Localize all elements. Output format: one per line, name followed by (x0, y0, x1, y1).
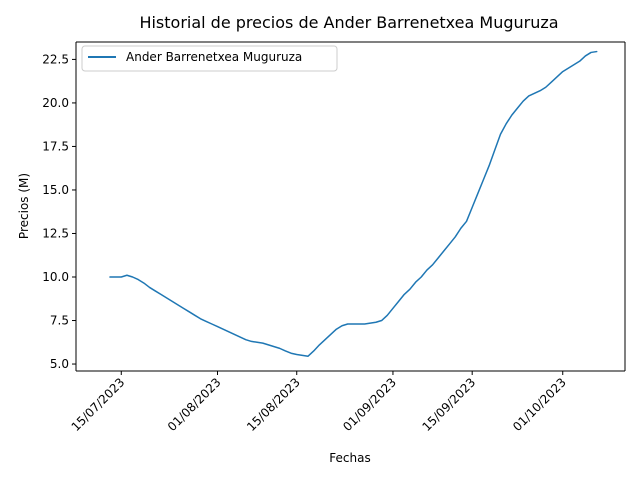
y-axis-ticks: 5.0 7.5 10.0 12.5 15.0 17.5 20.0 22.5 (42, 52, 76, 371)
y-tick-label: 17.5 (42, 139, 69, 153)
y-tick-label: 12.5 (42, 226, 69, 240)
x-tick-label: 01/09/2023 (340, 375, 399, 434)
y-axis-label: Precios (M) (17, 173, 31, 239)
legend: Ander Barrenetxea Muguruza (81, 45, 338, 72)
y-tick-label: 10.0 (42, 270, 69, 284)
y-tick-label: 22.5 (42, 52, 69, 66)
series-layer (109, 50, 598, 357)
y-tick-label: 15.0 (42, 183, 69, 197)
x-tick-label: 01/08/2023 (165, 375, 224, 434)
x-tick-label: 15/07/2023 (69, 375, 128, 434)
y-tick-label: 5.0 (50, 357, 69, 371)
plot-area (75, 41, 626, 372)
series-line-0 (109, 50, 598, 357)
x-axis-ticks: 15/07/2023 01/08/2023 15/08/2023 01/09/2023… (69, 371, 569, 434)
x-tick-label: 15/08/2023 (244, 375, 303, 434)
chart-title: Historial de precios de Ander Barrenetxe… (139, 13, 558, 32)
x-tick-label: 15/09/2023 (419, 375, 478, 434)
x-axis-label: Fechas (329, 451, 370, 465)
legend-label: Ander Barrenetxea Muguruza (126, 50, 302, 64)
plot-background (76, 42, 625, 371)
y-tick-label: 7.5 (50, 314, 69, 328)
legend-box (81, 45, 338, 72)
y-tick-label: 20.0 (42, 96, 69, 110)
x-tick-label: 01/10/2023 (510, 375, 569, 434)
